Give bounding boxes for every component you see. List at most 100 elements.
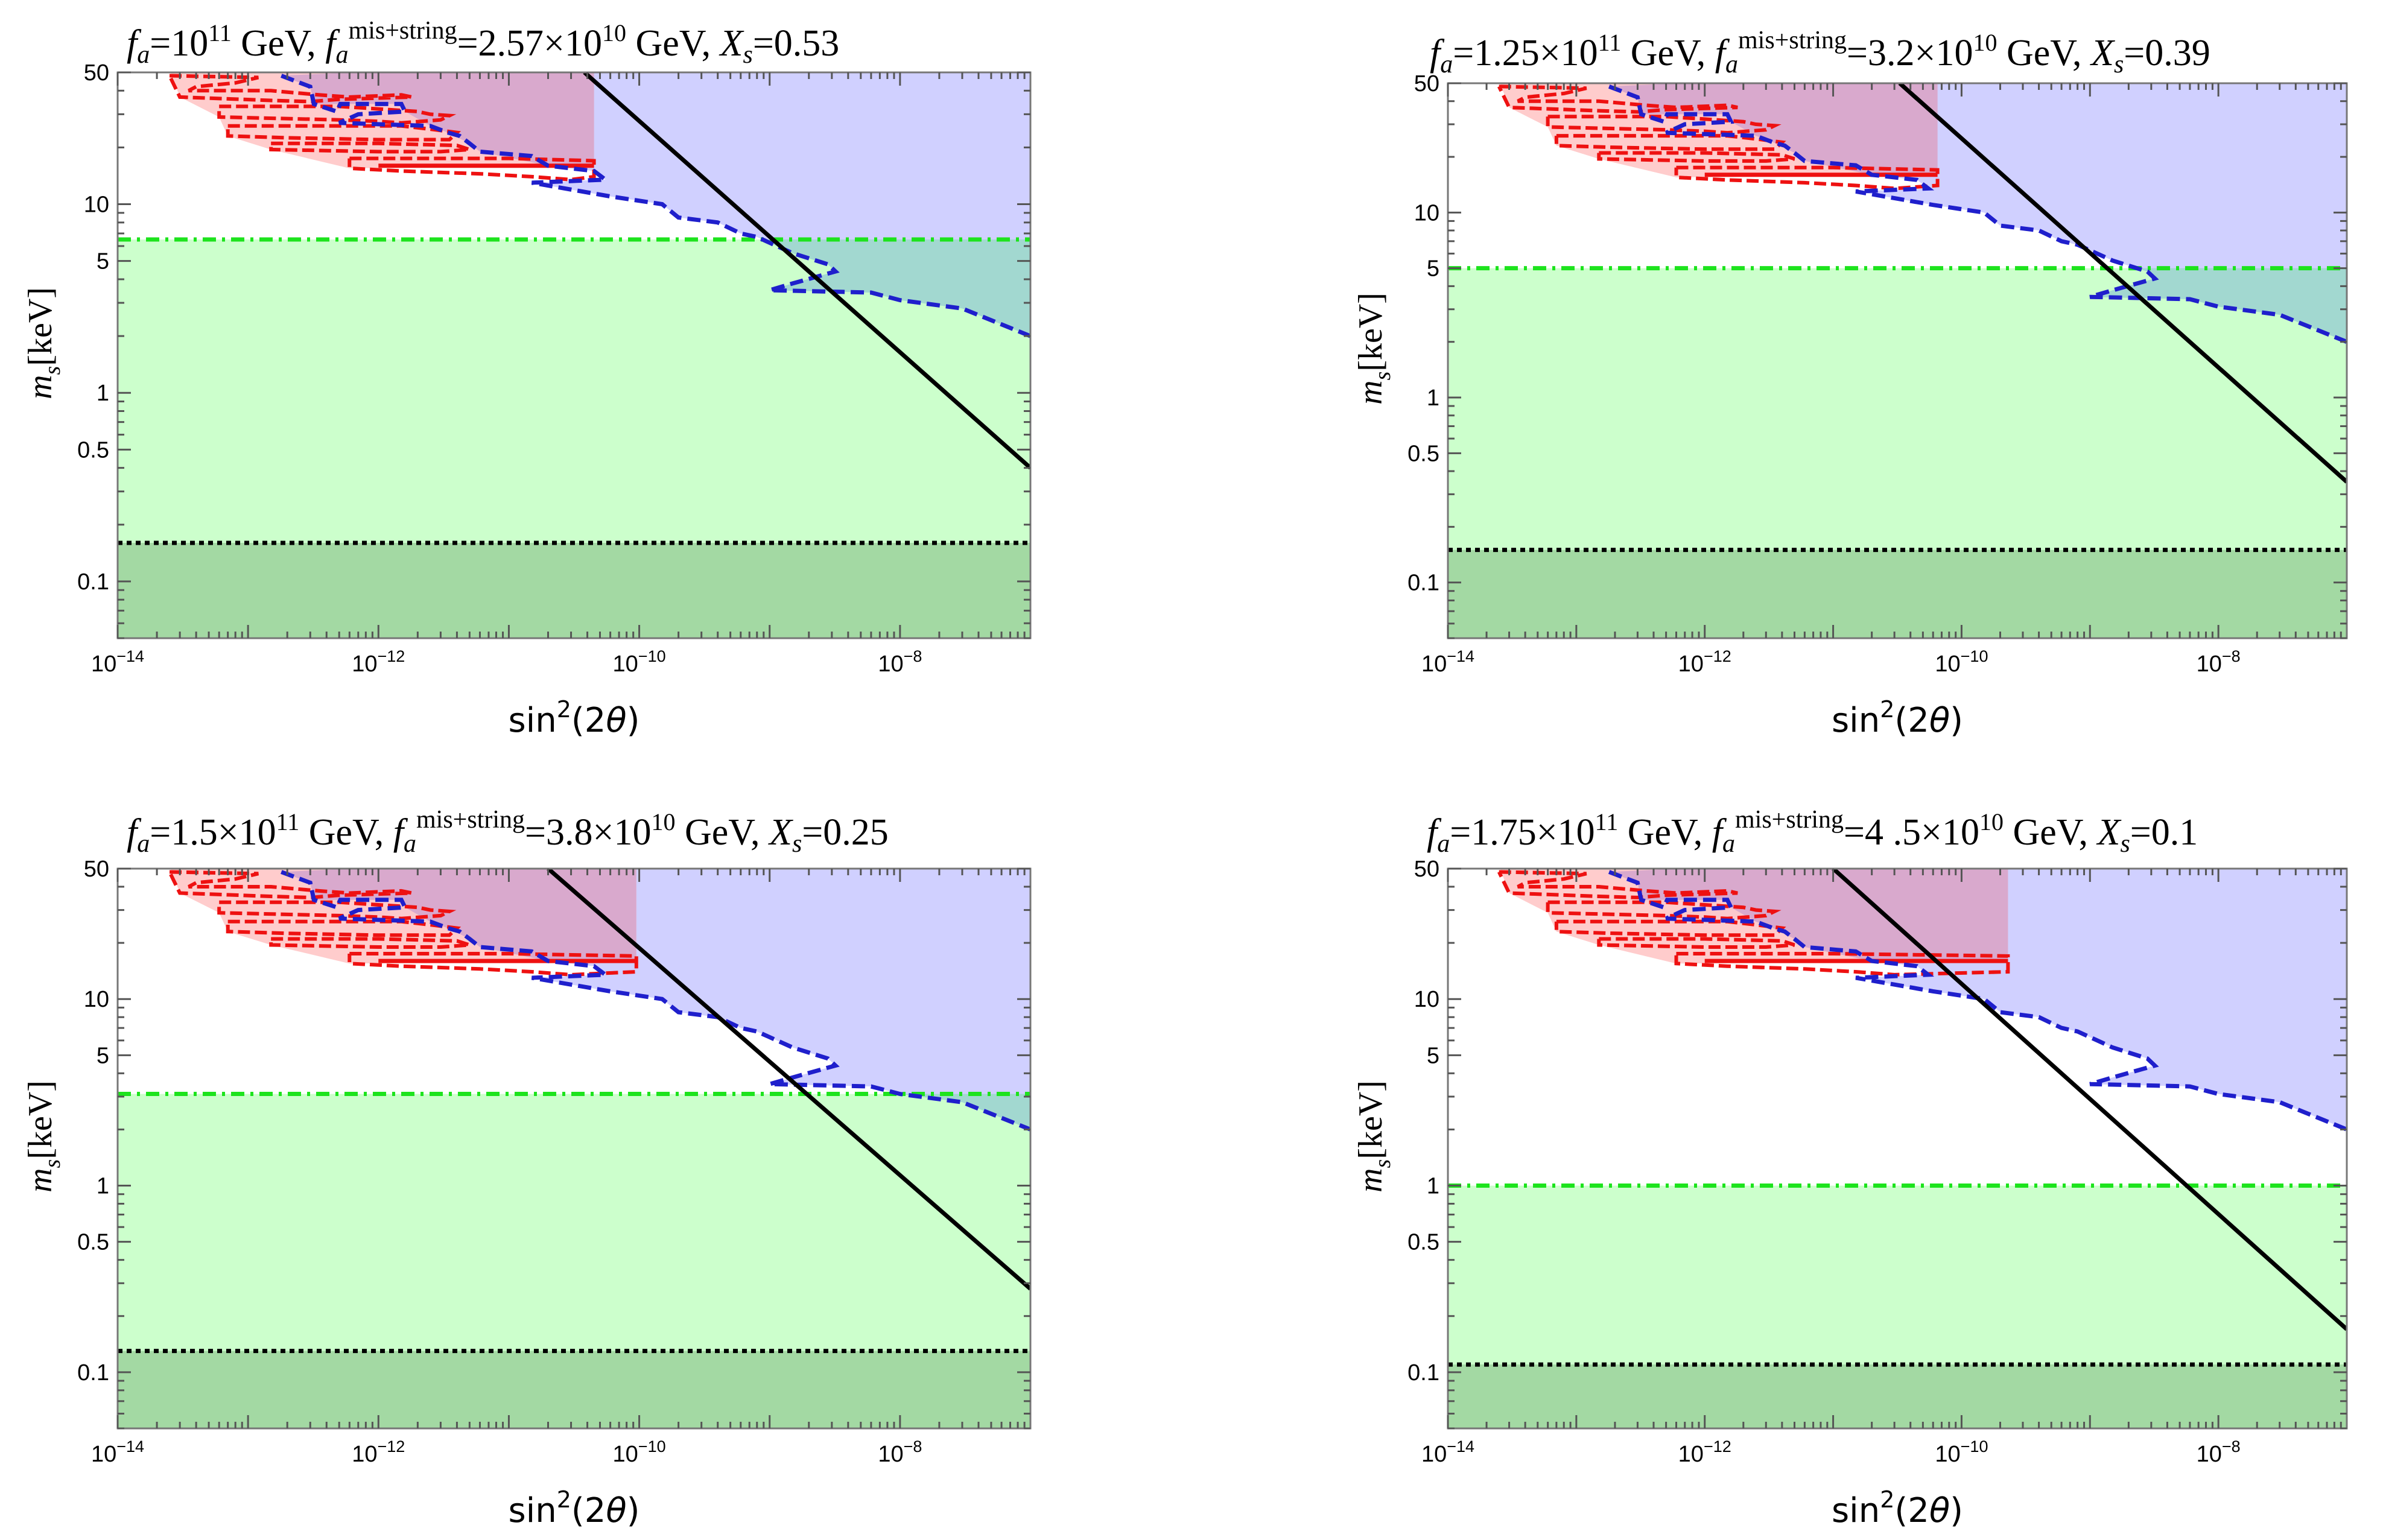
x-label-func: sin [1832, 1491, 1880, 1530]
x-label-arg: (2 [571, 701, 606, 740]
y-axis-label: ms[keV] [22, 1080, 65, 1193]
x-tick-label: 10−10 [1935, 1437, 1988, 1467]
y-tick-label: 0.5 [1407, 441, 1439, 466]
title-fms-unit: GeV, [2004, 812, 2098, 853]
title-fms-unit: GeV, [1997, 33, 2091, 74]
x-label-theta: θ [1929, 701, 1950, 740]
x-label-theta: θ [606, 701, 626, 740]
y-tick-label: 0.1 [1407, 1360, 1439, 1386]
title-fms-sub: a [1725, 51, 1738, 78]
x-tick-base: 10 [352, 651, 377, 677]
title-fa-unit: GeV, [232, 23, 326, 64]
x-label-func: sin [508, 1491, 556, 1530]
title-fms-exp: 10 [1973, 29, 1997, 56]
y-tick-label: 10 [1414, 200, 1439, 226]
x-tick-exponent: −12 [378, 1437, 405, 1456]
title-fa-sub: a [137, 830, 150, 858]
black-solid-line [1898, 83, 2347, 484]
red-dashed-contour-4 [1597, 151, 1795, 163]
red-dashed-contour-4 [1597, 937, 1795, 949]
teal-overlap-region [900, 1094, 1030, 1130]
x-tick-exponent: −14 [116, 647, 144, 665]
plot-frame [116, 867, 1032, 1430]
title-fms-eq: =3.8×10 [525, 812, 651, 853]
plot-frame [1447, 867, 2348, 1430]
x-axis-label: sin2(2θ) [1832, 696, 1963, 740]
y-tick-label: 10 [1414, 987, 1439, 1012]
plot-area [118, 869, 1030, 1428]
y-label-symbol: m [1352, 380, 1389, 404]
x-tick-base: 10 [1421, 1442, 1447, 1467]
chart-panel-2: 10−14 10−12 10−10 10−80.10.5151050sin2(2θ)m… [1352, 27, 2348, 740]
x-tick-label: 10−8 [878, 1437, 922, 1467]
y-label-sub: s [40, 366, 65, 375]
title-xs-sub: s [2120, 830, 2130, 858]
y-label-unit: [keV] [1352, 1080, 1389, 1159]
title-fa-exp: 11 [276, 808, 300, 835]
title-fa-eq: =1.25×10 [1453, 33, 1598, 74]
title-xs-value: =0.1 [2130, 812, 2198, 853]
teal-overlap-region [762, 239, 1030, 337]
title-fms-sub: a [404, 830, 416, 858]
x-tick-label: 10−12 [1678, 647, 1731, 677]
x-tick-exponent: −12 [378, 647, 405, 665]
plot-area [1448, 869, 2347, 1428]
y-label-symbol: m [1352, 1168, 1389, 1192]
title-fms-sup: mis+string [416, 806, 525, 834]
red-dashed-contour-2 [1546, 115, 1782, 135]
title-fa-sub: a [1440, 51, 1453, 78]
x-tick-exponent: −8 [904, 1437, 922, 1456]
red-dashed-contour-1 [1497, 870, 1738, 899]
x-label-close: ) [1950, 701, 1963, 740]
x-label-close: ) [1950, 1491, 1963, 1530]
title-fms-exp: 10 [1979, 808, 2004, 835]
red-dashed-contour-4 [269, 141, 471, 154]
dark-green-excluded-region [118, 1351, 1030, 1428]
y-tick-label: 1 [1427, 385, 1439, 411]
x-tick-base: 10 [1678, 651, 1704, 677]
x-tick-exponent: −12 [1704, 647, 1731, 665]
title-fa-unit: GeV, [1621, 33, 1715, 74]
x-tick-exponent: −10 [638, 647, 666, 665]
title-fa-exp: 11 [208, 19, 232, 46]
title-fms-sub: a [1722, 830, 1735, 858]
red-dashed-contour-2 [217, 900, 457, 921]
x-tick-label: 10−10 [1935, 647, 1988, 677]
y-tick-label: 0.1 [77, 569, 109, 595]
dark-green-excluded-region [118, 543, 1030, 638]
blue-dashed-boundary [1608, 870, 2347, 1132]
x-label-func: sin [508, 701, 556, 740]
chart-title: fa=1011 GeV, famis+string=2.57×1010 GeV,… [127, 17, 839, 69]
title-xs-value: =0.25 [802, 812, 888, 853]
teal-overlap-region [2090, 268, 2347, 342]
blue-dashed-boundary [1608, 84, 2347, 344]
x-tick-label: 10−12 [352, 647, 405, 677]
red-dashed-contour-2 [217, 104, 457, 125]
y-tick-label: 50 [84, 857, 109, 882]
y-label-unit: [keV] [22, 1080, 59, 1159]
red-dashed-contour-5 [347, 156, 596, 182]
x-label-sup: 2 [557, 1486, 571, 1513]
title-fa-unit: GeV, [299, 812, 393, 853]
y-tick-label: 5 [1427, 1043, 1439, 1068]
title-fms-sup: mis+string [1735, 806, 1844, 834]
y-axis-label: ms[keV] [1352, 293, 1395, 405]
black-solid-line [583, 72, 1030, 470]
black-solid-line [547, 869, 1030, 1291]
y-label-symbol: m [22, 375, 59, 399]
x-tick-label: 10−8 [878, 647, 922, 677]
x-label-sup: 2 [1880, 1486, 1894, 1513]
x-tick-label: 10−8 [2197, 1437, 2241, 1467]
plot-frame [1447, 82, 2348, 639]
title-fa-sub: a [137, 41, 150, 69]
red-dashed-contour-4 [269, 937, 471, 949]
y-axis-label: ms[keV] [1352, 1080, 1395, 1193]
red-dashed-contour-2 [1546, 900, 1782, 921]
y-tick-label: 1 [97, 381, 109, 406]
y-label-sub: s [40, 1159, 65, 1168]
title-xs-symbol: X [767, 812, 793, 853]
x-label-arg: (2 [1894, 701, 1929, 740]
x-tick-base: 10 [352, 1442, 377, 1467]
chart-panel-3: 10−14 10−12 10−10 10−80.10.5151050sin2(2θ)m… [22, 806, 1032, 1530]
